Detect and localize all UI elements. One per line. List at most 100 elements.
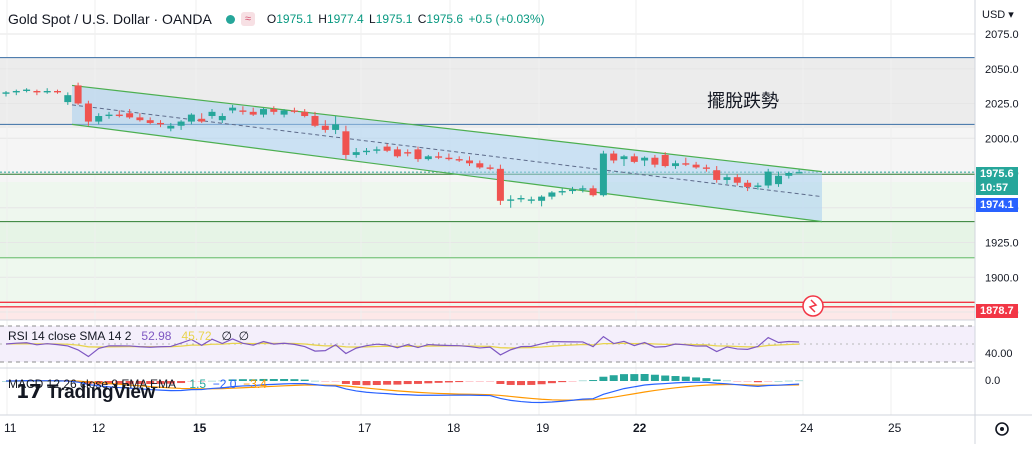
candle[interactable] [476, 160, 484, 169]
downtrend-channel[interactable] [72, 85, 822, 222]
candle[interactable] [775, 171, 782, 187]
candle[interactable] [599, 150, 607, 197]
candle[interactable] [785, 171, 793, 179]
candle[interactable] [651, 154, 659, 168]
tradingview-logo[interactable]: 𝟭𝟳 TradingView [16, 382, 156, 403]
zone-green-2 [0, 221, 975, 259]
symbol-name[interactable]: Gold Spot / U.S. Dollar · OANDA [8, 11, 212, 27]
candle[interactable] [218, 113, 226, 123]
candle[interactable] [692, 161, 700, 169]
candle[interactable] [229, 104, 237, 114]
macd-bar [558, 381, 567, 383]
candle[interactable] [115, 110, 123, 118]
annotation-text: 擺脫跌勢 [707, 91, 779, 111]
candle[interactable] [208, 109, 216, 119]
wave-icon[interactable]: ≈ [240, 12, 255, 26]
candle[interactable] [702, 164, 710, 172]
candle[interactable] [146, 117, 154, 125]
candle[interactable] [187, 113, 195, 125]
candle[interactable] [352, 147, 360, 158]
candle[interactable] [733, 174, 741, 186]
candle[interactable] [527, 196, 535, 204]
candle[interactable] [23, 88, 31, 93]
candle[interactable] [301, 109, 309, 118]
macd-bar [311, 380, 319, 382]
candle[interactable] [713, 166, 721, 183]
candle[interactable] [2, 90, 10, 97]
candle[interactable] [321, 120, 329, 133]
candle[interactable] [764, 168, 772, 189]
candle[interactable] [538, 195, 546, 207]
candle[interactable] [342, 125, 350, 160]
candle[interactable] [249, 107, 257, 117]
candle[interactable] [723, 174, 731, 185]
rsi-line [5, 335, 800, 358]
candle[interactable] [424, 154, 432, 161]
candle[interactable] [393, 146, 401, 158]
candle[interactable] [661, 152, 669, 168]
candle[interactable] [558, 188, 566, 196]
candle[interactable] [569, 186, 576, 194]
candle[interactable] [177, 120, 185, 130]
currency-selector[interactable]: USD ▾ [982, 9, 1014, 21]
candle[interactable] [198, 113, 206, 123]
candle[interactable] [507, 195, 515, 208]
candle[interactable] [54, 89, 61, 94]
channel-lower-line[interactable] [71, 123, 823, 223]
candle[interactable] [445, 153, 453, 161]
candle[interactable] [589, 185, 597, 197]
rsi-legend[interactable]: RSI 14 close SMA 14 2 52.98 45.72 ∅ ∅ [8, 329, 250, 343]
candle[interactable] [455, 156, 463, 162]
candle[interactable] [486, 164, 494, 171]
macd-legend[interactable]: MACD 12 26 close 9 EMA EMA 1.5 −2.0 −3.4 [8, 377, 267, 391]
candle[interactable] [620, 154, 628, 167]
candle[interactable] [260, 107, 267, 118]
candle[interactable] [270, 106, 278, 115]
candle[interactable] [672, 160, 679, 169]
candle[interactable] [33, 89, 41, 96]
time-axis[interactable]: 11 12 15 17 18 19 22 24 25 [4, 421, 902, 435]
macd-bar [455, 381, 464, 383]
candle[interactable] [157, 120, 164, 128]
candle[interactable] [383, 143, 391, 153]
symbol-legend[interactable]: Gold Spot / U.S. Dollar · OANDA ≈ O1975.… [8, 9, 547, 29]
candle[interactable] [466, 156, 473, 167]
settings-gear-icon[interactable] [995, 422, 1009, 436]
candle[interactable] [136, 113, 144, 122]
candle[interactable] [280, 109, 288, 118]
macd-bar [496, 381, 505, 384]
candle[interactable] [12, 89, 20, 96]
candle[interactable] [95, 113, 103, 125]
candle[interactable] [414, 146, 422, 162]
candle[interactable] [167, 122, 175, 132]
candle[interactable] [373, 146, 381, 154]
channel-upper-line[interactable] [71, 84, 823, 173]
price-label-red: 1878.7 [976, 304, 1018, 318]
candle[interactable] [435, 152, 443, 160]
candle[interactable] [630, 153, 638, 164]
candle[interactable] [363, 147, 370, 155]
candle[interactable] [548, 191, 556, 200]
candle[interactable] [84, 100, 92, 126]
candle[interactable] [682, 157, 690, 167]
candle[interactable] [795, 169, 803, 174]
candle[interactable] [610, 150, 618, 164]
candle[interactable] [496, 164, 504, 205]
candle[interactable] [126, 109, 134, 119]
candle[interactable] [43, 88, 51, 94]
candle[interactable] [290, 107, 298, 114]
candle[interactable] [754, 182, 762, 190]
alert-clock-icon[interactable] [802, 295, 824, 317]
candle[interactable] [105, 111, 113, 119]
candle[interactable] [64, 92, 72, 105]
candle[interactable] [404, 149, 412, 157]
candle[interactable] [332, 116, 340, 135]
candle[interactable] [74, 82, 82, 105]
candle[interactable] [641, 156, 649, 167]
candle[interactable] [744, 179, 752, 192]
candle[interactable] [239, 106, 247, 115]
candle[interactable] [311, 111, 319, 128]
candle[interactable] [579, 185, 587, 193]
candle[interactable] [517, 195, 525, 203]
